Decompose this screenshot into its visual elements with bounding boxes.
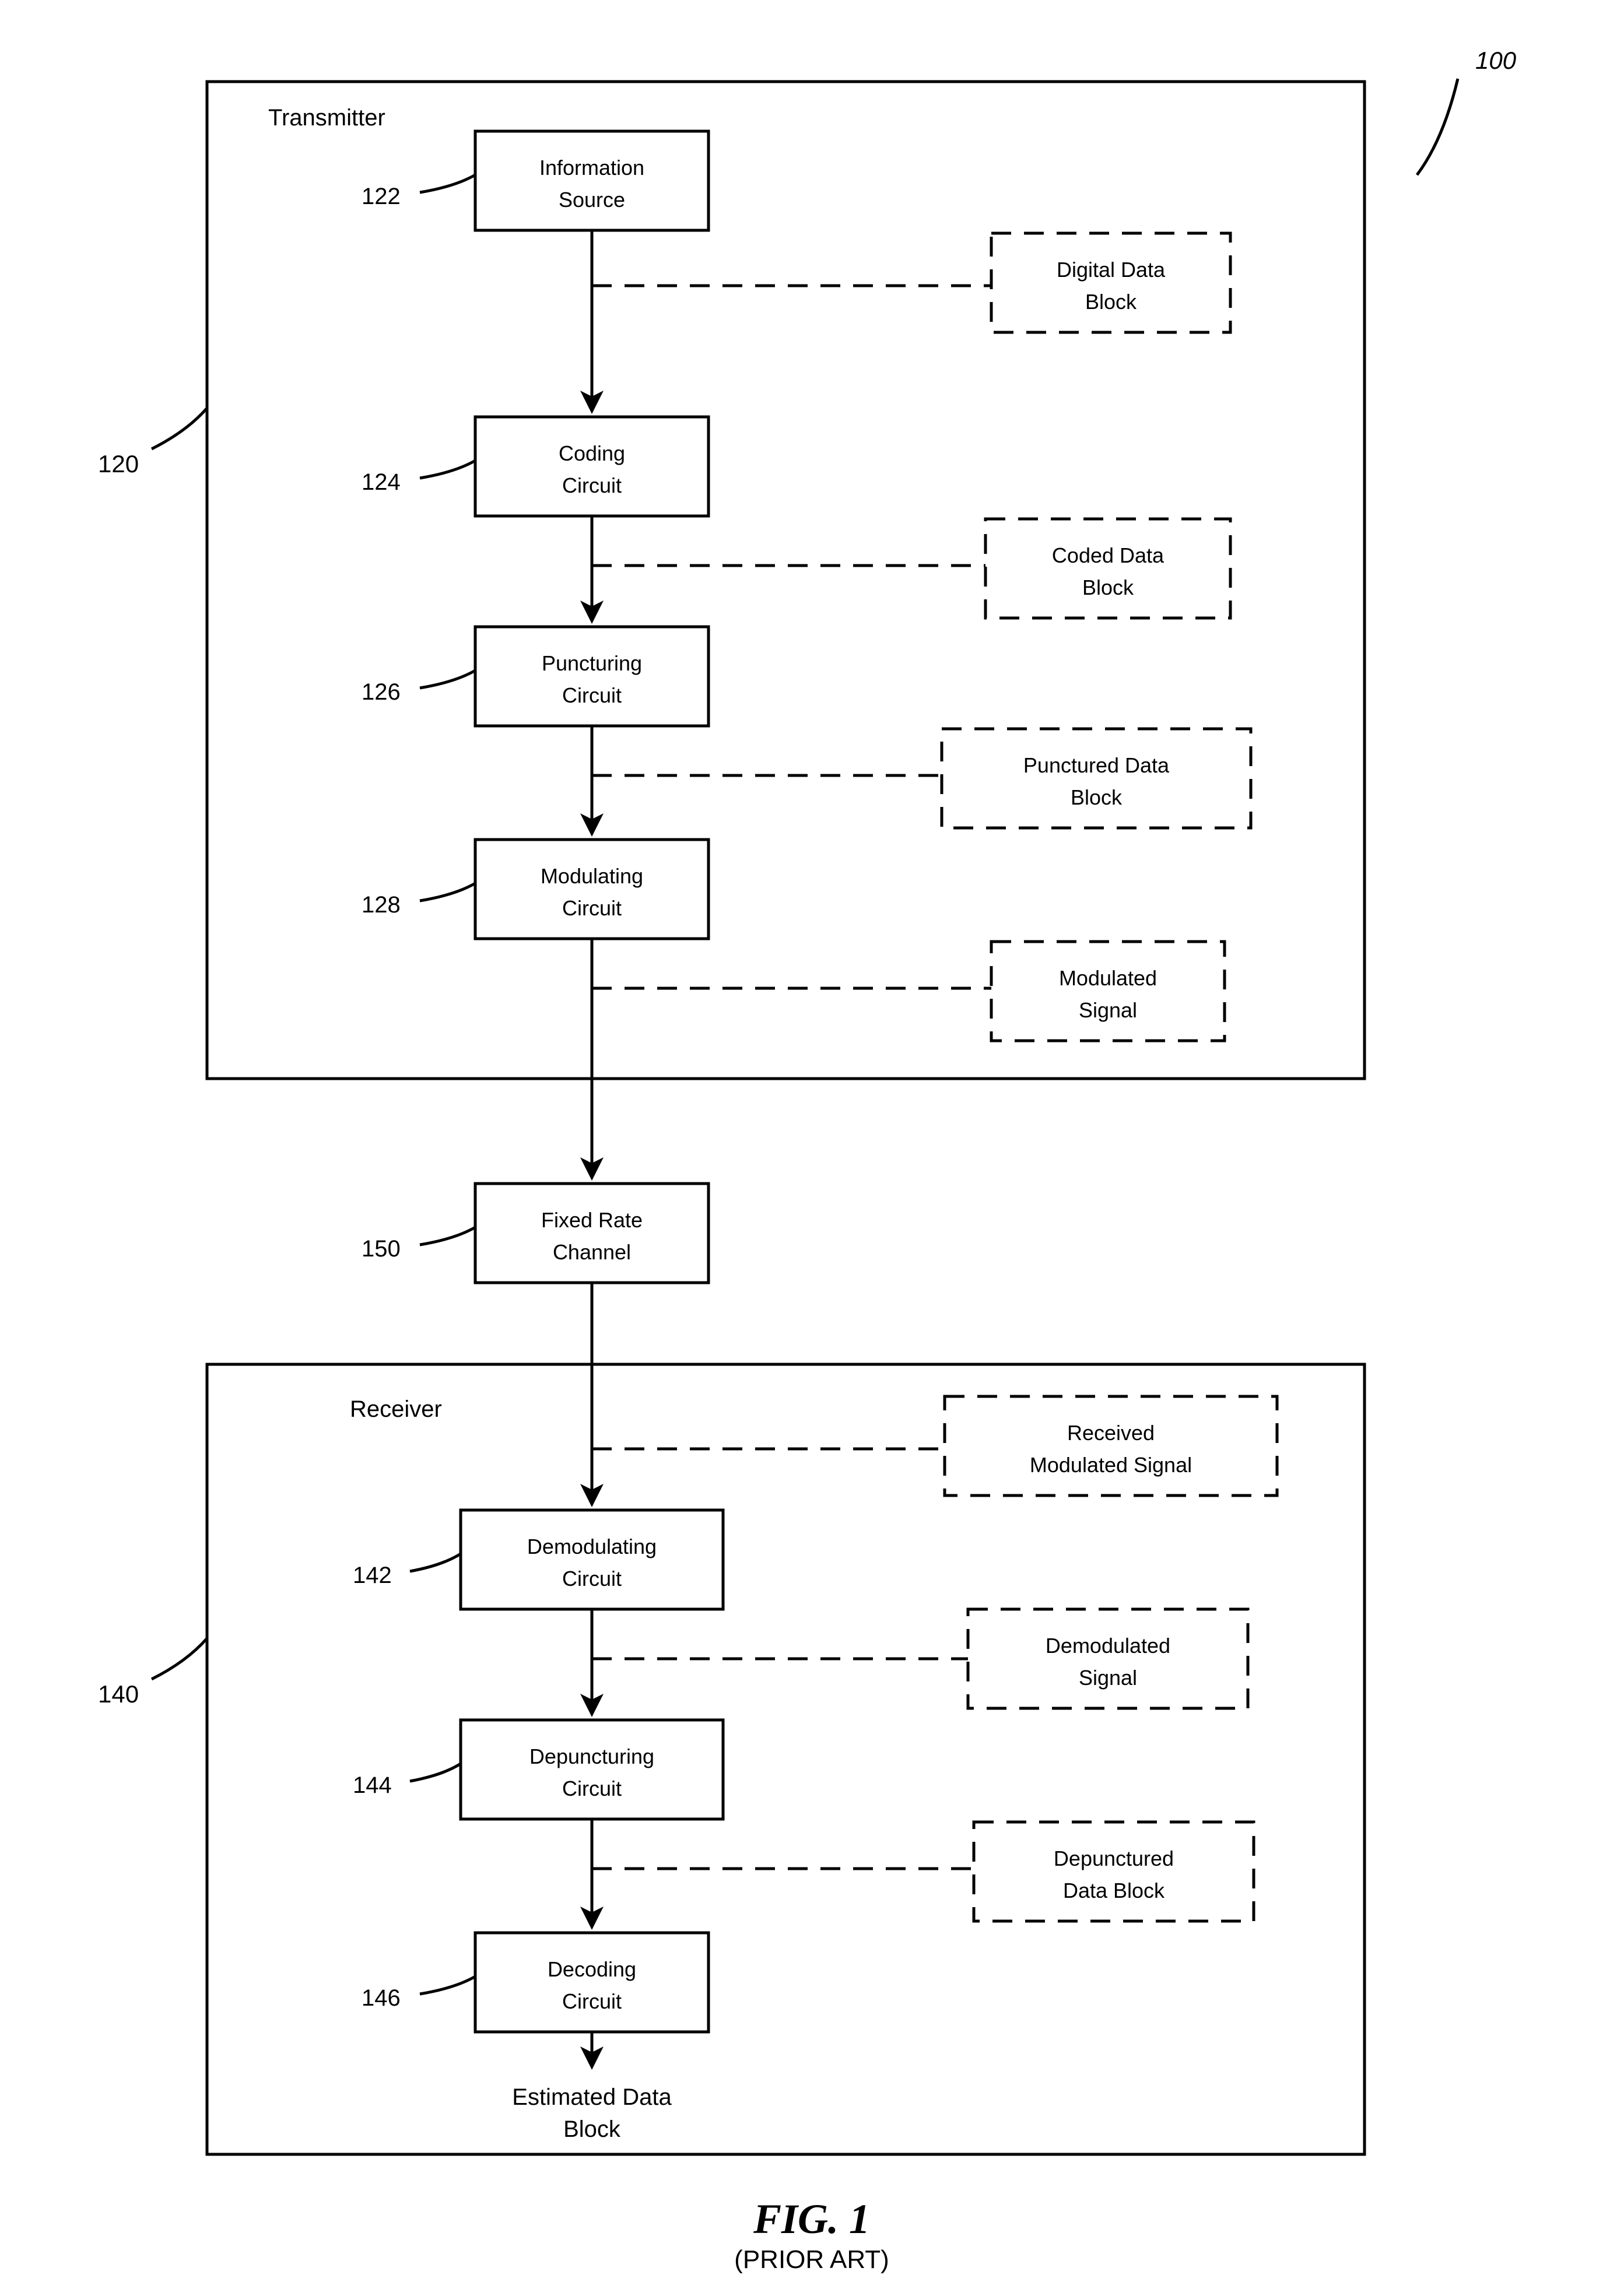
ref-142: 142 [353, 1563, 392, 1588]
pd-l2: Block [1071, 785, 1123, 809]
ref-142-leader [410, 1554, 461, 1571]
mod-l1: Modulating [541, 864, 643, 888]
punct-l1: Puncturing [542, 651, 642, 675]
transmitter-box [207, 82, 1365, 1079]
coding-l1: Coding [559, 441, 625, 465]
decode-l2: Circuit [562, 1989, 622, 2013]
punctured-data-box [942, 729, 1251, 828]
rms-box [945, 1396, 1277, 1495]
rms-l2: Modulated Signal [1030, 1453, 1192, 1477]
ref-120-leader [152, 408, 207, 449]
ref-122: 122 [362, 184, 401, 209]
cd-l2: Block [1082, 575, 1134, 599]
modsig-box [991, 942, 1225, 1041]
est-l2: Block [563, 2116, 621, 2142]
ref-140-leader [152, 1638, 207, 1679]
ms-l2: Signal [1079, 998, 1137, 1022]
puncturing-box [475, 627, 708, 726]
cd-l1: Coded Data [1052, 543, 1164, 567]
ref-150-leader [420, 1227, 475, 1245]
ref-146-leader [420, 1976, 475, 1994]
ref-128: 128 [362, 892, 401, 918]
pd-l1: Punctured Data [1023, 753, 1170, 777]
channel-l1: Fixed Rate [541, 1208, 643, 1232]
caption-sub: (PRIOR ART) [734, 2245, 889, 2274]
rms-l1: Received [1067, 1421, 1155, 1445]
transmitter-label: Transmitter [268, 105, 385, 131]
depunct-l2: Circuit [562, 1777, 622, 1800]
digital-data-box [991, 233, 1230, 332]
dd-l1: Digital Data [1057, 258, 1166, 282]
ref-146: 146 [362, 1985, 401, 2011]
ms-l1: Modulated [1059, 966, 1157, 990]
receiver-label: Receiver [350, 1396, 442, 1422]
dpd-l2: Data Block [1063, 1879, 1165, 1902]
channel-box [475, 1184, 708, 1283]
ref-120: 120 [98, 450, 139, 478]
ref-144: 144 [353, 1772, 392, 1798]
ref-126-leader [420, 670, 475, 688]
dms-l2: Signal [1079, 1666, 1137, 1690]
coding-l2: Circuit [562, 473, 622, 497]
ref-128-leader [420, 883, 475, 901]
ref-100-leader [1417, 79, 1458, 175]
info-source-l1: Information [539, 156, 644, 180]
dd-l2: Block [1085, 290, 1137, 314]
decode-l1: Decoding [548, 1957, 636, 1981]
ref-150: 150 [362, 1236, 401, 1262]
info-source-l2: Source [559, 188, 625, 212]
depunct-box [461, 1720, 723, 1819]
ref-140: 140 [98, 1680, 139, 1708]
ref-124-leader [420, 461, 475, 478]
ref-126: 126 [362, 679, 401, 705]
channel-l2: Channel [553, 1240, 631, 1264]
dpd-l1: Depunctured [1054, 1846, 1174, 1870]
dpd-box [974, 1822, 1254, 1921]
figure-1-diagram: 100 Transmitter 120 Information Source 1… [0, 0, 1624, 2296]
depunct-l1: Depuncturing [529, 1744, 654, 1768]
mod-l2: Circuit [562, 896, 622, 920]
ref-100: 100 [1475, 47, 1517, 74]
demod-l2: Circuit [562, 1567, 622, 1591]
decode-box [475, 1933, 708, 2032]
punct-l2: Circuit [562, 683, 622, 707]
modulating-box [475, 840, 708, 939]
ref-124: 124 [362, 469, 401, 495]
ref-122-leader [420, 175, 475, 192]
info-source-box [475, 131, 708, 230]
receiver-box [207, 1364, 1365, 2154]
est-l1: Estimated Data [512, 2084, 672, 2110]
coding-box [475, 417, 708, 516]
ref-144-leader [410, 1764, 461, 1781]
demod-l1: Demodulating [527, 1535, 657, 1558]
dms-box [968, 1609, 1248, 1708]
coded-data-box [985, 519, 1230, 618]
caption-main: FIG. 1 [753, 2196, 870, 2242]
demod-box [461, 1510, 723, 1609]
dms-l1: Demodulated [1046, 1634, 1170, 1658]
